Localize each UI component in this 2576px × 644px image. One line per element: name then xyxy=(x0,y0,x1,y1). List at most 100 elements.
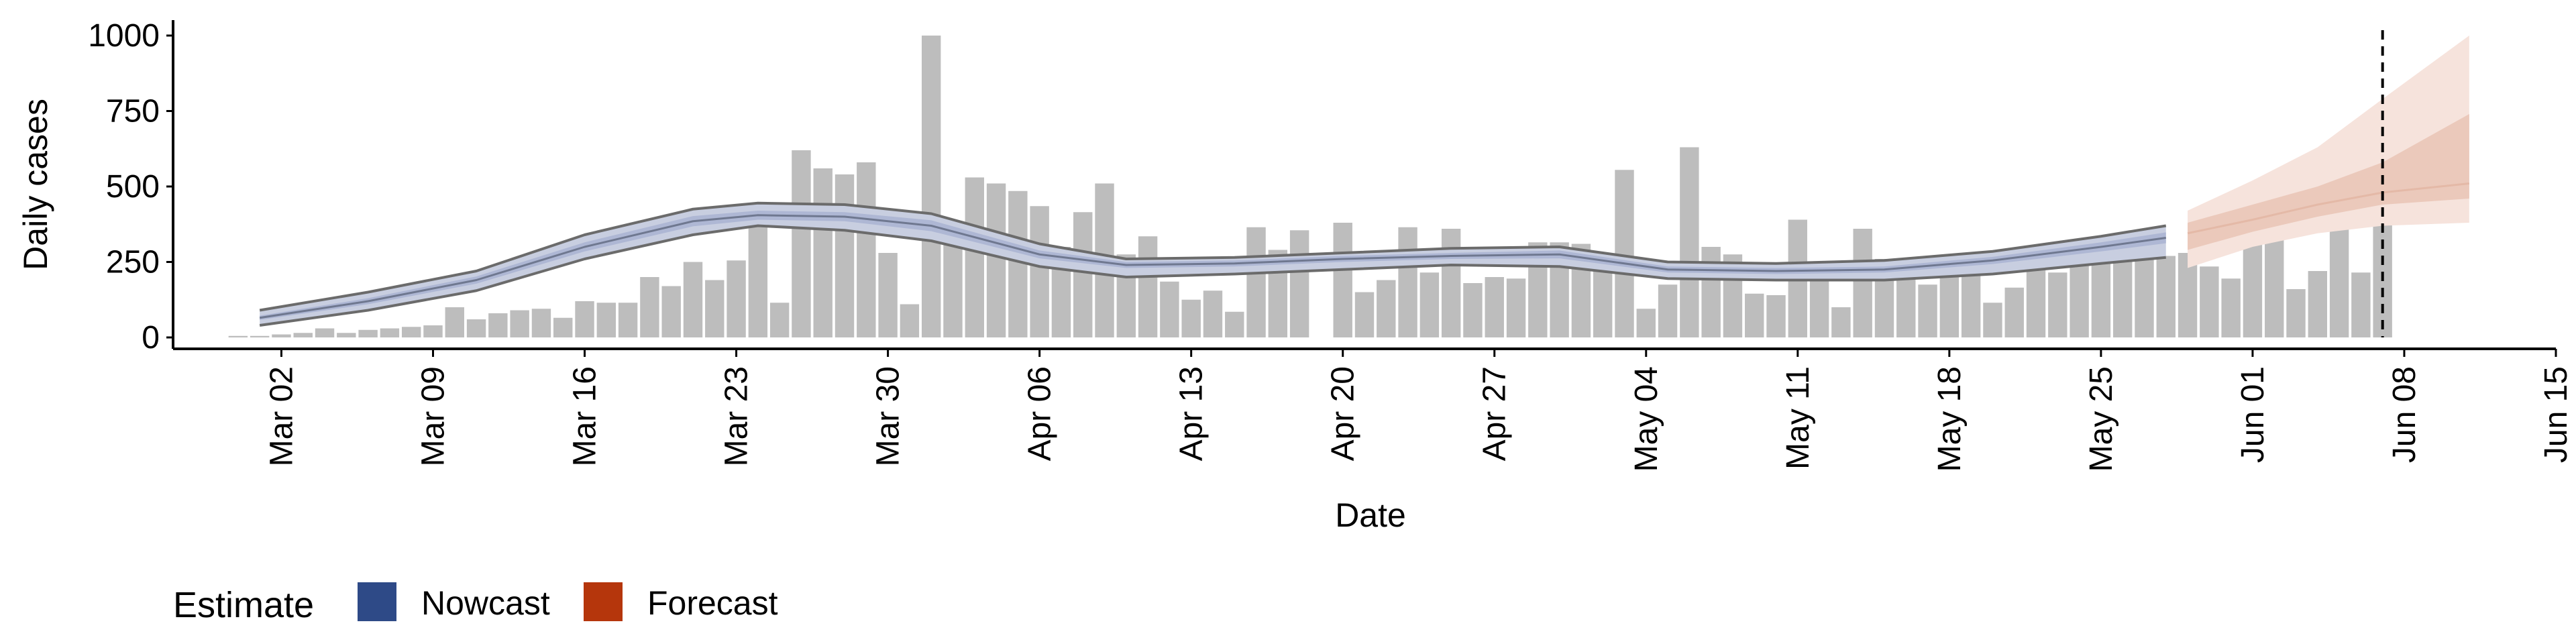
x-tick-label: May 04 xyxy=(1629,366,1664,472)
bar xyxy=(423,325,443,337)
x-tick-label: Mar 30 xyxy=(871,366,906,466)
bar xyxy=(661,286,681,337)
y-tick-label: 750 xyxy=(106,94,160,129)
bar xyxy=(640,277,659,337)
x-tick-label: Mar 09 xyxy=(415,366,451,466)
bar xyxy=(337,333,356,337)
bar xyxy=(1485,277,1504,337)
x-tick-label: Jun 01 xyxy=(2235,366,2271,463)
legend: Estimate Nowcast Forecast xyxy=(173,582,778,625)
bar xyxy=(1160,281,1179,337)
bar xyxy=(835,174,855,337)
bar xyxy=(1246,227,1266,337)
bar xyxy=(1809,272,1829,337)
nowcast-upper-outline xyxy=(259,201,2167,312)
bar xyxy=(315,328,335,337)
bar xyxy=(531,309,551,337)
y-tick-label: 1000 xyxy=(88,18,160,54)
bar xyxy=(965,177,984,337)
bar xyxy=(748,225,768,337)
forecast-band-50 xyxy=(2188,114,2469,250)
legend-swatch-nowcast xyxy=(358,582,396,621)
bar xyxy=(1701,247,1721,337)
plot-area xyxy=(228,30,2469,337)
bar xyxy=(445,307,464,337)
bar xyxy=(1680,147,1699,337)
bar xyxy=(857,162,876,337)
bar xyxy=(2351,272,2371,337)
bar xyxy=(2026,265,2046,337)
bar xyxy=(2091,257,2111,337)
bar xyxy=(921,36,941,337)
x-tick-label: May 11 xyxy=(1780,366,1816,470)
bar xyxy=(1377,280,1396,337)
bar xyxy=(358,329,378,337)
bar xyxy=(380,328,400,337)
bar xyxy=(293,333,313,337)
legend-title: Estimate xyxy=(173,585,314,625)
bar xyxy=(2048,272,2068,337)
bar xyxy=(401,327,421,337)
bar xyxy=(596,303,616,337)
bar xyxy=(1030,206,1049,337)
bar xyxy=(1419,272,1440,337)
bar xyxy=(2112,250,2133,337)
bar xyxy=(1745,293,1764,337)
bar xyxy=(1766,295,1786,337)
bar xyxy=(1615,170,1634,337)
x-tick-label: May 18 xyxy=(1932,366,1968,472)
bar xyxy=(466,319,486,337)
x-tick-label: Apr 27 xyxy=(1477,366,1513,461)
bar xyxy=(1225,311,1244,337)
bar xyxy=(1658,284,1678,337)
bar xyxy=(1918,284,1937,337)
bar xyxy=(2286,289,2306,337)
bar xyxy=(1506,278,1526,337)
bar xyxy=(1896,277,1916,337)
bar xyxy=(683,262,703,337)
x-tick-label: Apr 20 xyxy=(1326,366,1361,461)
bar xyxy=(1181,299,1201,337)
bar xyxy=(1398,227,1417,337)
bar xyxy=(1961,268,1981,337)
bar xyxy=(1853,229,1872,337)
x-tick-label: May 25 xyxy=(2084,366,2119,472)
legend-swatch-forecast xyxy=(584,582,623,621)
bar xyxy=(1983,303,2002,337)
y-tick-label: 500 xyxy=(106,169,160,205)
bar xyxy=(2308,271,2328,337)
nowcast-median-line xyxy=(259,214,2166,319)
bar xyxy=(510,310,529,337)
x-tick-label: Jun 15 xyxy=(2538,366,2574,463)
x-tick-label: Apr 06 xyxy=(1022,366,1058,461)
bar xyxy=(272,334,291,337)
x-tick-label: Jun 08 xyxy=(2387,366,2422,463)
y-tick-label: 250 xyxy=(106,245,160,280)
bar xyxy=(2156,256,2176,337)
bar xyxy=(553,317,573,337)
bar xyxy=(1354,292,1375,337)
bar xyxy=(1073,212,1093,337)
bar xyxy=(1333,223,1352,337)
bar xyxy=(1463,283,1483,337)
x-tick-label: Mar 16 xyxy=(568,366,603,466)
bar xyxy=(2004,287,2024,337)
bar xyxy=(2221,278,2241,337)
bar xyxy=(2070,263,2089,337)
bar xyxy=(792,150,811,337)
x-tick-label: Apr 13 xyxy=(1174,366,1210,461)
bar xyxy=(1593,265,1613,337)
y-axis-title: Daily cases xyxy=(17,99,54,270)
bar xyxy=(2265,237,2284,337)
bar xyxy=(250,335,270,337)
bar xyxy=(705,280,724,337)
bar xyxy=(878,253,898,337)
bar xyxy=(2200,266,2219,337)
bar xyxy=(1203,290,1223,337)
bar xyxy=(575,301,594,337)
bar xyxy=(228,335,248,337)
bar xyxy=(900,304,920,337)
nowcast-lower-outline xyxy=(259,224,2166,327)
bar xyxy=(488,313,508,337)
